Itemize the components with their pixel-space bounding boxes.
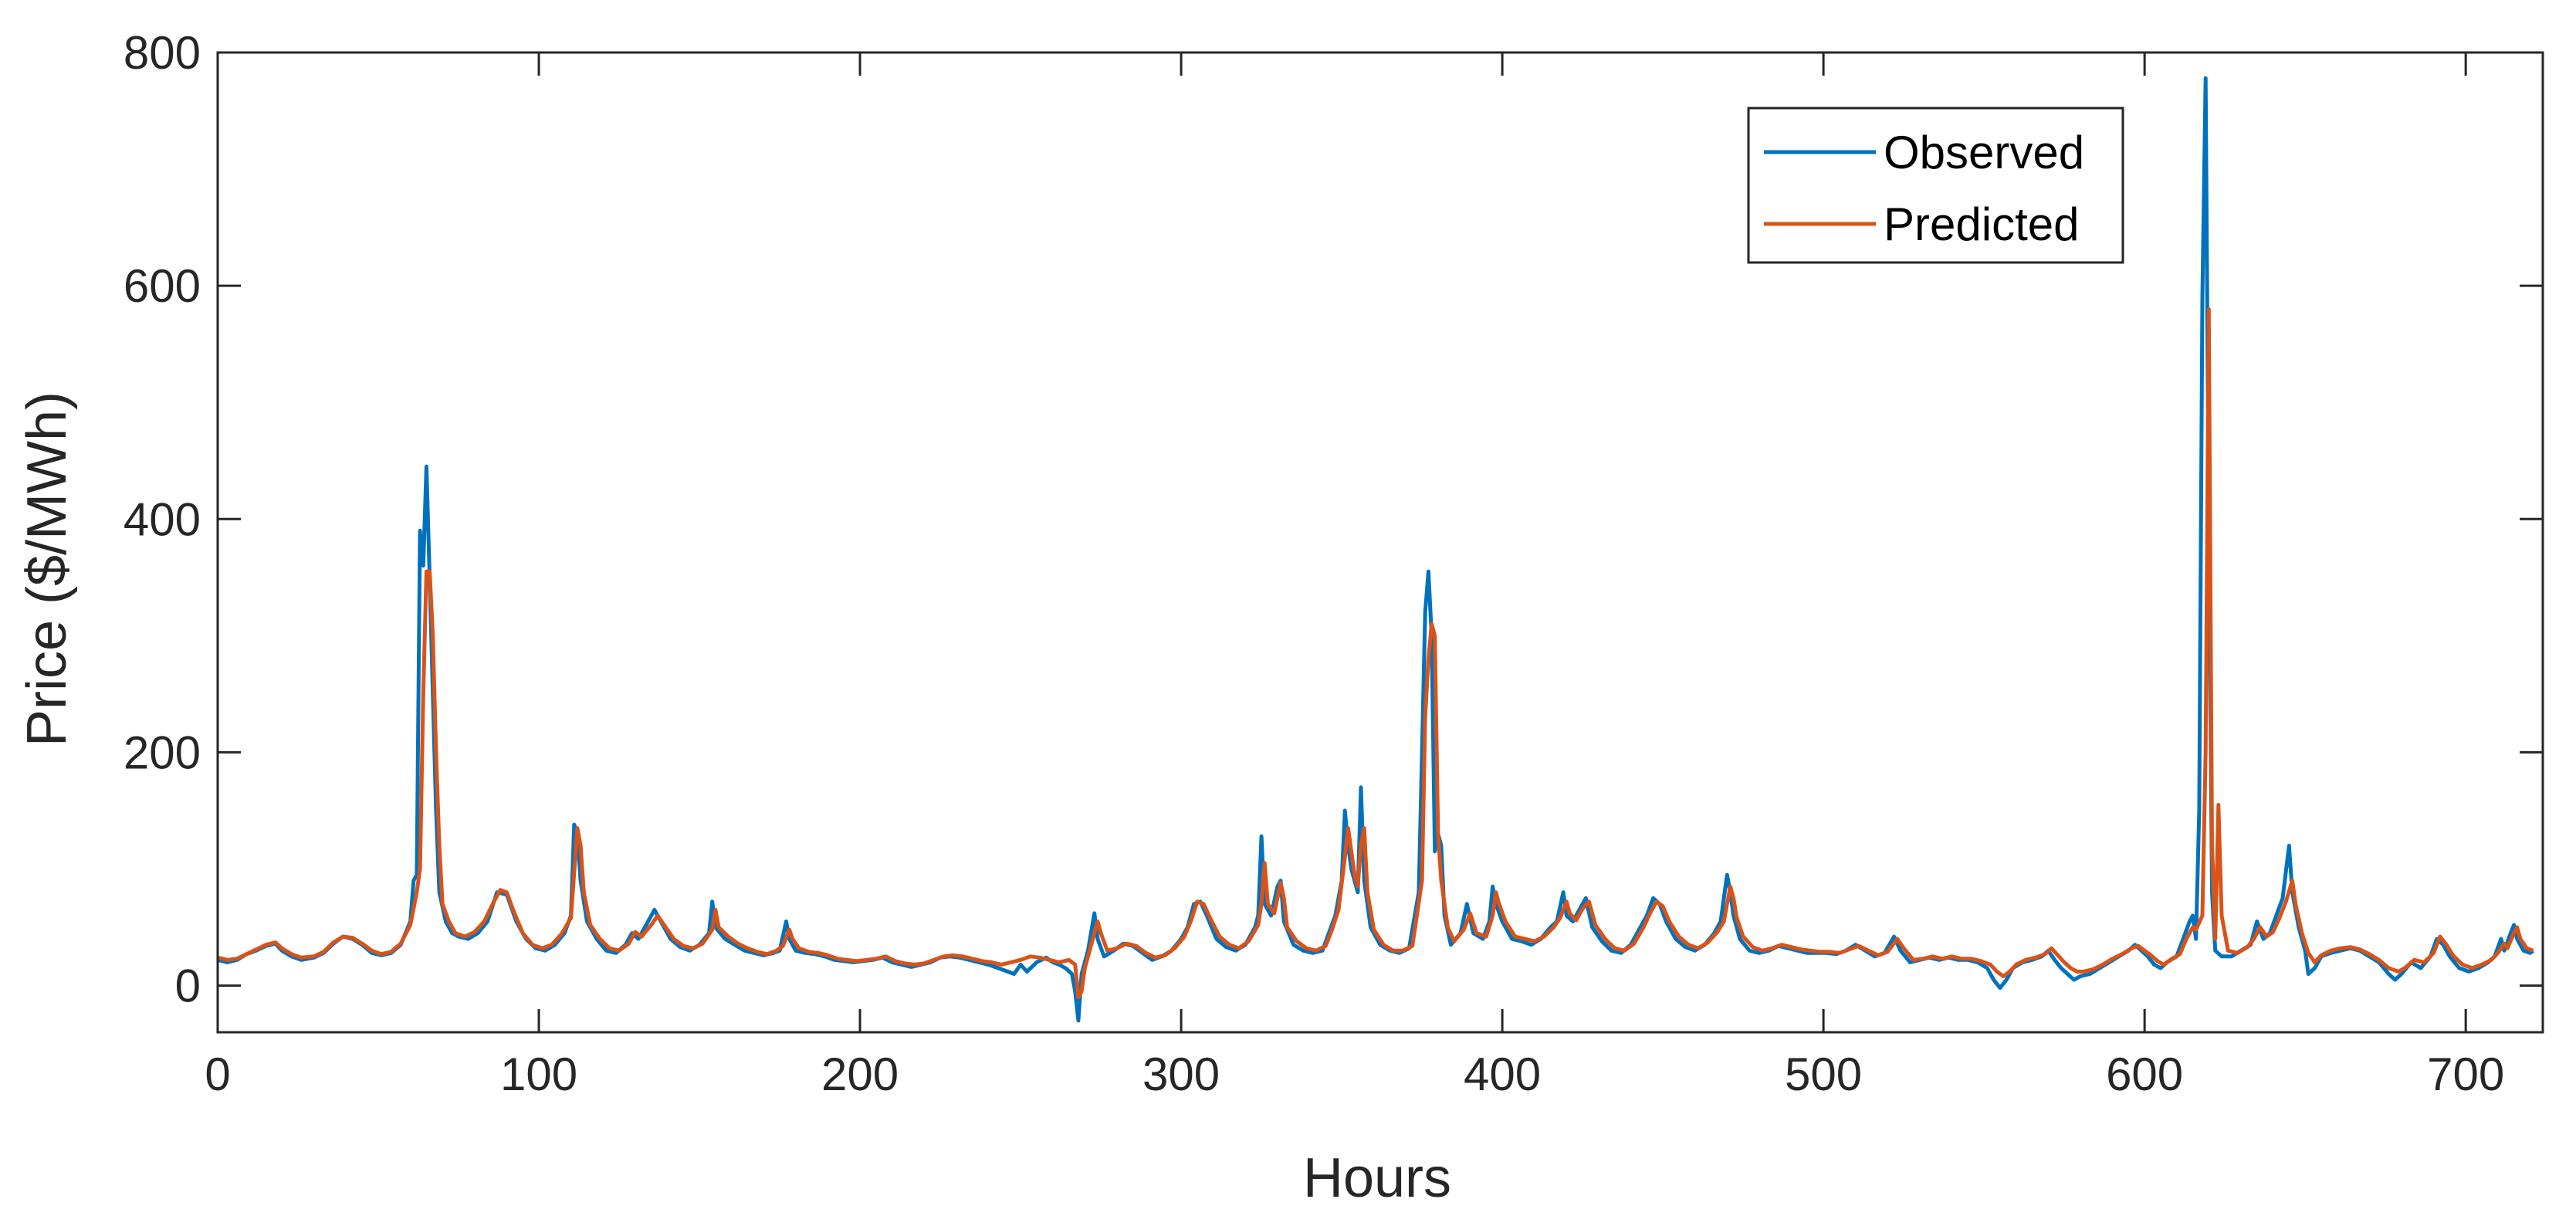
y-axis-title: Price ($/MWh)	[16, 391, 78, 747]
series-line-predicted	[217, 307, 2534, 1000]
y-tick-label: 400	[124, 493, 201, 545]
y-tick-label: 800	[124, 27, 201, 79]
y-tick-label: 600	[124, 260, 201, 312]
legend-box	[1747, 107, 2124, 264]
y-tick-label: 200	[124, 727, 201, 778]
x-tick-label: 300	[1142, 1048, 1220, 1100]
legend-label-observed: Observed	[1884, 127, 2084, 178]
x-tick-label: 600	[2106, 1048, 2183, 1100]
x-tick-label: 400	[1464, 1048, 1541, 1100]
axes: 0 100 200 300 400 500 600 700 0 200 400 600 800	[124, 27, 2544, 1100]
x-tick-label: 200	[821, 1048, 899, 1100]
x-tick-label: 500	[1785, 1048, 1862, 1100]
legend: Observed Predicted	[1747, 107, 2124, 264]
x-tick-label: 0	[205, 1048, 230, 1100]
axes-box	[216, 51, 2544, 1034]
legend-label-predicted: Predicted	[1884, 198, 2079, 250]
x-tick-label: 700	[2427, 1048, 2504, 1100]
x-tick-label: 100	[500, 1048, 577, 1100]
y-tick-label: 0	[175, 960, 201, 1012]
plot-area	[217, 76, 2534, 1023]
x-axis-title: Hours	[1303, 1147, 1451, 1209]
